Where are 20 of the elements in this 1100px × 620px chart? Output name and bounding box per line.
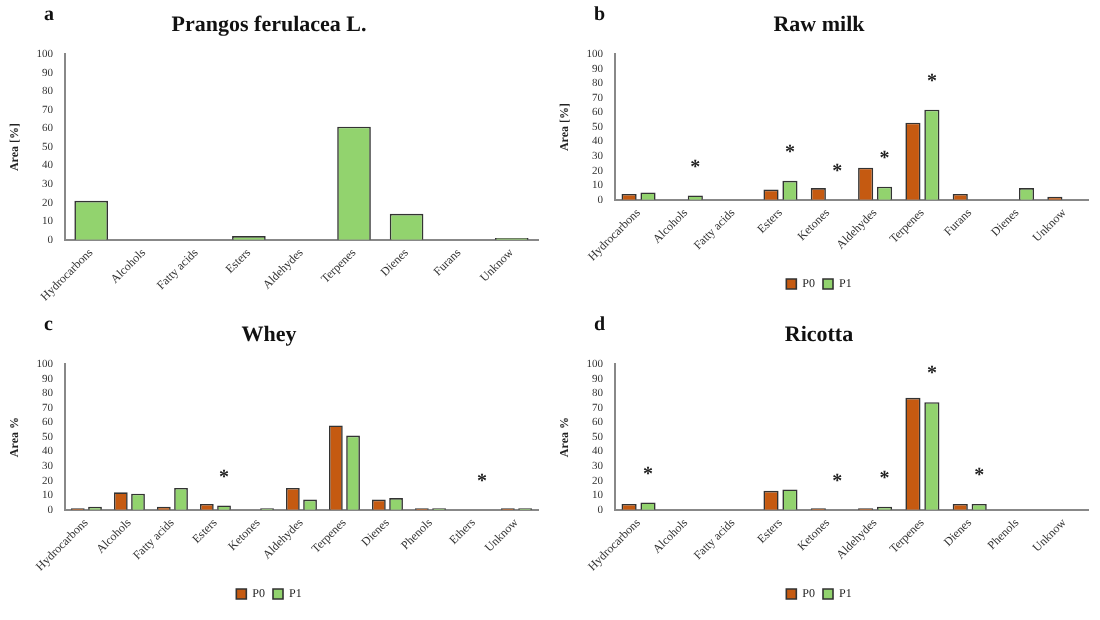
annotation: * xyxy=(219,466,230,489)
annotation: * xyxy=(832,470,843,493)
annotation: * xyxy=(832,160,843,183)
chart-title: Whey xyxy=(241,322,298,347)
annotation: * xyxy=(974,465,985,488)
annotation: * xyxy=(879,468,890,490)
chart-title: Prangos ferulacea L. xyxy=(171,12,367,37)
annotation: * xyxy=(690,156,701,179)
annotation: * xyxy=(784,142,795,165)
annotation: * xyxy=(926,363,937,386)
annotation: * xyxy=(643,463,654,486)
annotation: * xyxy=(879,147,890,170)
text: d xyxy=(594,314,606,336)
chart-title: Ricotta xyxy=(784,322,855,347)
annotation: * xyxy=(477,470,488,493)
text: a xyxy=(44,4,54,26)
text: c xyxy=(44,314,53,336)
chart-title: Raw milk xyxy=(773,12,867,37)
text: b xyxy=(594,4,606,26)
annotation: * xyxy=(926,70,937,93)
